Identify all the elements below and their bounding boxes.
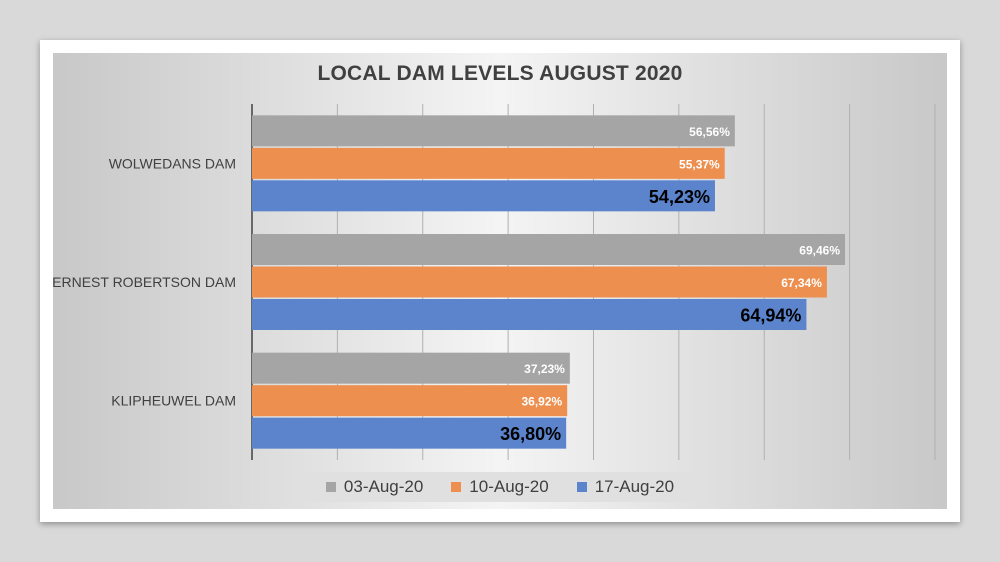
legend-swatch-series-0: [325, 482, 336, 492]
legend-label-series-2: 17-Aug-20: [594, 477, 675, 496]
data-label: 36,92%: [522, 395, 563, 409]
legend-item-series-0: 03-Aug-20: [325, 477, 424, 497]
chart-title: LOCAL DAM LEVELS AUGUST 2020: [317, 62, 683, 85]
legend-label-series-0: 03-Aug-20: [343, 477, 424, 496]
bar: [252, 352, 570, 384]
bar: [252, 299, 807, 330]
category-label: ERNEST ROBERTSON DAM: [52, 274, 236, 290]
legend: 03-Aug-20 10-Aug-20 17-Aug-20: [300, 472, 700, 502]
category-label: KLIPHEUWEL DAM: [111, 393, 236, 409]
legend-item-series-2: 17-Aug-20: [576, 477, 675, 497]
data-label: 37,23%: [524, 362, 565, 376]
data-label: 56,56%: [689, 125, 730, 139]
bar: [252, 385, 568, 417]
category-label: WOLWEDANS DAM: [109, 155, 236, 171]
bar: [252, 147, 725, 179]
data-label: 55,37%: [679, 157, 720, 171]
data-label: 54,23%: [649, 187, 710, 207]
bar: [252, 266, 827, 298]
legend-label-series-1: 10-Aug-20: [469, 477, 549, 496]
data-label: 67,34%: [781, 276, 822, 290]
bar: [252, 115, 735, 147]
data-label: 69,46%: [799, 244, 840, 258]
bar: [252, 234, 846, 265]
legend-swatch-series-1: [451, 482, 462, 492]
data-label: 36,80%: [500, 424, 561, 444]
legend-swatch-series-2: [576, 482, 587, 492]
bar: [252, 417, 567, 449]
data-label: 64,94%: [740, 306, 801, 326]
legend-item-series-1: 10-Aug-20: [451, 477, 549, 497]
bar: [252, 180, 715, 212]
